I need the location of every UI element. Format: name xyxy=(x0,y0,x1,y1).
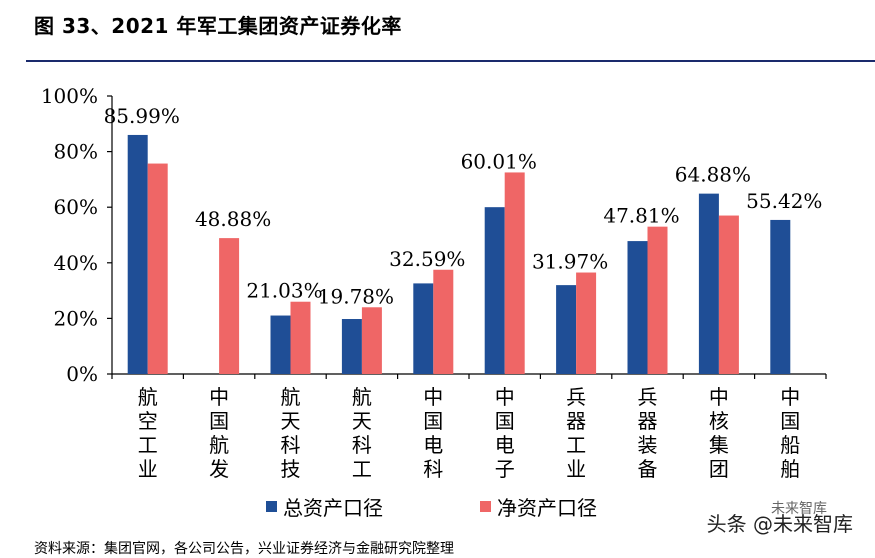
bar-total xyxy=(413,283,434,374)
legend-label-total: 总资产口径 xyxy=(283,496,383,520)
data-label: 31.97% xyxy=(532,250,608,274)
x-category-label: 中国电子 xyxy=(495,385,515,481)
legend-label-net: 净资产口径 xyxy=(497,496,597,520)
bar-total xyxy=(627,241,648,374)
data-label: 64.88% xyxy=(675,163,751,187)
bar-net xyxy=(219,238,240,374)
data-label: 32.59% xyxy=(389,247,465,271)
data-label: 21.03% xyxy=(246,279,322,303)
x-category-label: 兵器工业 xyxy=(566,385,586,481)
bar-total xyxy=(770,219,791,374)
x-category-label: 中核集团 xyxy=(709,385,729,481)
data-label: 48.88% xyxy=(195,207,271,231)
bar-net xyxy=(361,307,382,374)
x-category-label: 航天科工 xyxy=(352,385,372,481)
x-category-label: 中国电科 xyxy=(423,385,443,481)
legend-item-net: 净资产口径 xyxy=(480,492,597,521)
y-tick-label: 0% xyxy=(66,362,98,386)
data-label: 47.81% xyxy=(603,204,679,228)
bar-total xyxy=(341,319,362,374)
bar-total xyxy=(556,285,577,374)
data-label: 55.42% xyxy=(746,189,822,213)
legend-swatch-net xyxy=(480,501,491,512)
x-category-label: 中国船舶 xyxy=(780,385,800,481)
x-category-label: 航空工业 xyxy=(138,385,158,481)
bar-net xyxy=(290,301,311,374)
y-tick-label: 60% xyxy=(54,195,98,219)
watermark: 头条 @未来智库 xyxy=(706,512,853,536)
bar-net xyxy=(718,215,739,374)
data-label: 60.01% xyxy=(461,149,537,173)
bar-net xyxy=(504,172,525,374)
y-tick-label: 80% xyxy=(54,140,98,164)
legend-swatch-total xyxy=(266,501,277,512)
data-label: 19.78% xyxy=(318,284,394,308)
bar-total xyxy=(127,134,148,374)
bar-total xyxy=(484,207,505,374)
y-tick-label: 40% xyxy=(54,251,98,275)
bar-net xyxy=(647,226,668,374)
y-tick-label: 20% xyxy=(54,306,98,330)
watermark-logo-text: 未来智库 xyxy=(771,501,827,517)
source-note: 资料来源：集团官网，各公司公告，兴业证券经济与金融研究院整理 xyxy=(34,541,454,557)
x-category-label: 兵器装备 xyxy=(638,385,658,481)
chart-title: 图 33、2021 年军工集团资产证券化率 xyxy=(34,14,402,38)
title-divider xyxy=(26,60,875,62)
data-label: 85.99% xyxy=(104,104,180,128)
bar-total xyxy=(698,193,719,374)
bar-net xyxy=(576,272,597,374)
y-tick-label: 100% xyxy=(41,84,98,108)
x-category-label: 航天科技 xyxy=(281,385,301,481)
bar-net xyxy=(147,163,168,374)
bar-total xyxy=(270,315,291,374)
legend-item-total: 总资产口径 xyxy=(266,492,383,521)
x-category-label: 中国航发 xyxy=(209,385,229,481)
bar-net xyxy=(433,269,454,374)
